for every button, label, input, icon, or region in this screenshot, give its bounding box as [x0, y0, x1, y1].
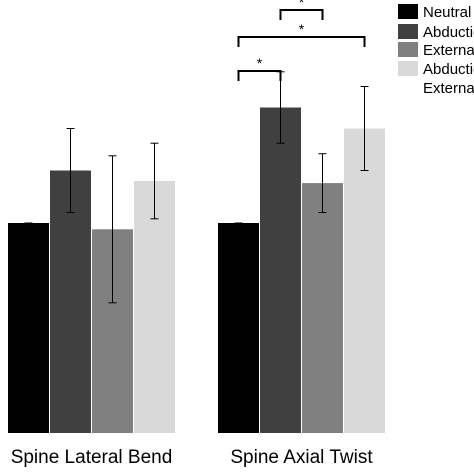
category-tick-label: Spine Lateral Bend — [11, 447, 173, 468]
significance-bracket — [279, 9, 324, 20]
legend-swatch-4 — [398, 61, 418, 76]
legend-label: External — [423, 80, 474, 97]
legend-swatch-1 — [398, 4, 418, 19]
legend-swatch-2 — [398, 24, 418, 39]
bar-1-4 — [134, 181, 175, 433]
bar-2-1 — [218, 223, 259, 433]
bar-1-2 — [50, 170, 91, 433]
legend-label: External — [423, 42, 474, 59]
bar-2-2 — [260, 107, 301, 433]
significance-asterisk: * — [257, 55, 263, 71]
bar-1-1 — [8, 223, 49, 433]
significance-asterisk: * — [299, 0, 305, 10]
bar-2-4 — [344, 128, 385, 433]
legend-swatch-3 — [398, 42, 418, 57]
significance-bracket — [237, 70, 282, 81]
category-tick-label: Spine Axial Twist — [230, 447, 373, 468]
legend-label: Abduction + — [423, 61, 474, 78]
bar-2-3 — [302, 183, 343, 433]
significance-asterisk: * — [299, 21, 305, 37]
significance-bracket — [237, 36, 366, 47]
legend-label: Abduction — [423, 24, 474, 41]
legend-label: Neutral — [423, 4, 471, 21]
